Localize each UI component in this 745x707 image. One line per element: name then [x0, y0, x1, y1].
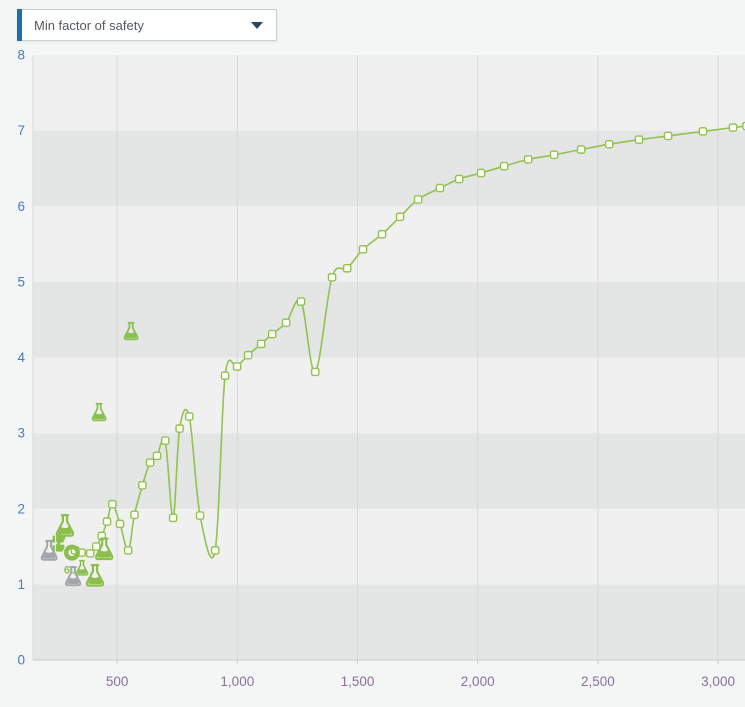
data-point-marker[interactable] — [499, 161, 509, 171]
data-point-marker[interactable] — [220, 371, 230, 380]
x-axis-tick-label: 2,000 — [461, 674, 495, 689]
x-axis-tick-label: 500 — [106, 674, 129, 689]
data-point-marker[interactable] — [395, 212, 405, 222]
plot-band — [33, 433, 745, 509]
flask-icon-green[interactable] — [91, 402, 107, 422]
flask-icon-green[interactable] — [94, 537, 114, 561]
plot-band — [33, 130, 745, 207]
y-axis-tick-label: 3 — [17, 426, 25, 441]
plot-band — [33, 206, 745, 282]
data-point-marker[interactable] — [267, 329, 277, 339]
metric-dropdown[interactable]: Min factor of safety — [17, 9, 277, 41]
x-axis-tick-label: 1,500 — [341, 674, 375, 689]
x-axis-tick-label: 3,000 — [701, 674, 735, 689]
data-point-marker[interactable] — [523, 155, 533, 164]
y-axis-tick-label: 6 — [17, 199, 25, 214]
plot-band — [33, 357, 745, 434]
data-point-marker[interactable] — [576, 145, 586, 154]
flask-icon-green[interactable] — [75, 559, 89, 576]
donut-icon[interactable] — [63, 544, 80, 561]
data-point-marker[interactable] — [327, 273, 337, 282]
thumbs-up-icon[interactable] — [52, 530, 66, 543]
y-axis-tick-label: 0 — [17, 653, 25, 668]
data-point-marker[interactable] — [358, 245, 368, 254]
data-point-marker[interactable] — [85, 549, 95, 558]
data-point-marker[interactable] — [130, 510, 139, 520]
data-point-marker[interactable] — [476, 168, 486, 178]
data-point-marker[interactable] — [342, 263, 352, 273]
data-point-marker[interactable] — [604, 139, 614, 149]
data-point-marker[interactable] — [138, 481, 147, 490]
data-point-marker[interactable] — [435, 183, 445, 193]
data-point-marker[interactable] — [160, 436, 170, 445]
y-axis-tick-label: 4 — [17, 350, 25, 365]
data-point-marker[interactable] — [210, 546, 220, 555]
dropdown-accent-bar — [17, 9, 22, 41]
flask-icon-green[interactable] — [85, 564, 105, 587]
data-point-marker[interactable] — [243, 350, 253, 360]
data-point-marker[interactable] — [281, 318, 291, 328]
data-point-marker[interactable] — [728, 123, 738, 132]
data-point-marker[interactable] — [549, 150, 559, 160]
data-point-marker[interactable] — [115, 519, 125, 529]
chevron-down-icon — [251, 21, 263, 29]
data-point-marker[interactable] — [742, 121, 745, 131]
plot-band — [33, 508, 745, 585]
dropdown-value: Min factor of safety — [34, 17, 144, 33]
y-axis-tick-label: 5 — [17, 274, 25, 289]
plot-band — [33, 584, 745, 660]
data-point-marker[interactable] — [145, 458, 155, 467]
data-point-marker[interactable] — [152, 451, 162, 461]
data-point-marker[interactable] — [256, 339, 266, 349]
data-point-marker[interactable] — [184, 412, 194, 421]
data-point-marker[interactable] — [168, 513, 178, 523]
data-point-marker[interactable] — [634, 135, 644, 145]
flask-icon-green[interactable] — [123, 321, 139, 341]
data-point-marker[interactable] — [698, 127, 708, 136]
data-point-marker[interactable] — [296, 297, 306, 306]
plot-band — [33, 281, 745, 358]
data-point-marker[interactable] — [232, 362, 242, 371]
data-point-marker[interactable] — [454, 174, 464, 184]
data-point-marker[interactable] — [413, 195, 423, 204]
data-point-marker[interactable] — [377, 229, 387, 239]
data-point-marker[interactable] — [123, 546, 133, 555]
thumbs-up-icon[interactable] — [52, 540, 65, 552]
y-axis-tick-label: 7 — [17, 123, 25, 138]
x-axis-tick-label: 1,000 — [220, 674, 254, 689]
y-axis-tick-label: 2 — [17, 501, 25, 516]
y-axis-tick-label: 1 — [17, 577, 25, 592]
data-point-marker[interactable] — [102, 517, 112, 526]
data-point-marker[interactable] — [310, 367, 320, 377]
flask-icon-gray[interactable] — [64, 566, 82, 587]
plot-band — [33, 55, 745, 131]
data-point-marker[interactable] — [108, 499, 117, 509]
x-axis-tick-label: 2,500 — [581, 674, 615, 689]
data-point-marker[interactable] — [175, 424, 184, 433]
data-point-marker[interactable] — [195, 511, 205, 520]
data-point-marker[interactable] — [91, 542, 101, 551]
y-axis-tick-label: 8 — [17, 48, 25, 63]
data-point-marker[interactable] — [663, 131, 673, 141]
flask-icon-gray[interactable] — [40, 539, 58, 561]
